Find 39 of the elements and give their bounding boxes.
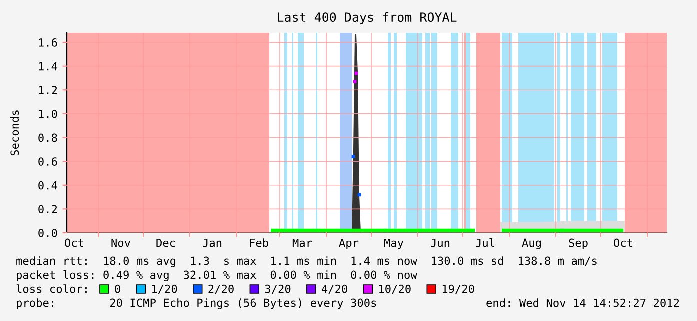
legend-label: 3/20 [265, 284, 291, 294]
legend-label: 2/20 [208, 284, 234, 294]
legend-label: 10/20 [379, 284, 411, 294]
x-tick-label: Oct [614, 238, 632, 248]
x-tick-label: Apr [339, 238, 359, 250]
y-tick-label: 0.0 [38, 229, 58, 238]
legend-label: 19/20 [442, 284, 474, 294]
y-tick-label: 0.4 [38, 181, 58, 190]
legend-label: 4/20 [322, 284, 348, 294]
x-tick-label: Dec [156, 238, 176, 248]
x-tick-label: Jan [203, 238, 222, 248]
legend-label: 0 [115, 284, 120, 294]
x-tick-label: Mar [292, 238, 312, 248]
point [353, 80, 357, 84]
text: probe: 20 ICMP Echo Pings (56 Bytes) every 300s [17, 298, 376, 310]
x-tick-label: May [384, 238, 404, 250]
x-tick-label: Aug [522, 238, 541, 250]
x-tick-label: Feb [250, 238, 268, 248]
y-tick-label: 1.6 [39, 38, 58, 47]
x-tick-label: Oct [65, 238, 84, 248]
y-axis-title: Seconds [10, 110, 20, 156]
y-tick-label: 0.2 [38, 205, 58, 214]
x-tick-label: Sep [569, 238, 588, 250]
x-tick-label: Jun [431, 238, 450, 248]
y-tick-label: 1.2 [39, 86, 58, 94]
y-tick-label: 0.6 [38, 158, 58, 166]
y-tick-label: 0.8 [38, 134, 58, 142]
legend-title: loss color: [16, 284, 87, 294]
legend-label: 1/20 [152, 284, 178, 294]
chart-title: Last 400 Days from ROYAL [278, 12, 457, 24]
x-tick-label: Nov [112, 238, 130, 248]
text: end: Wed Nov 14 14:52:27 2012 [486, 298, 680, 308]
point [358, 193, 362, 197]
y-tick-label: 1.4 [39, 62, 58, 71]
point [352, 155, 356, 159]
text: median rtt: 18.0 ms avg 1.3 s max 1.1 ms min 1.4 ms now 130.0 ms sd 138.8 m am/s [16, 256, 597, 268]
text: packet loss: 0.49 % avg 32.01 % max 0.00 % min 0.00 % now [17, 270, 418, 282]
y-tick-label: 1.0 [39, 110, 58, 118]
x-tick-label: Jul [476, 238, 494, 248]
